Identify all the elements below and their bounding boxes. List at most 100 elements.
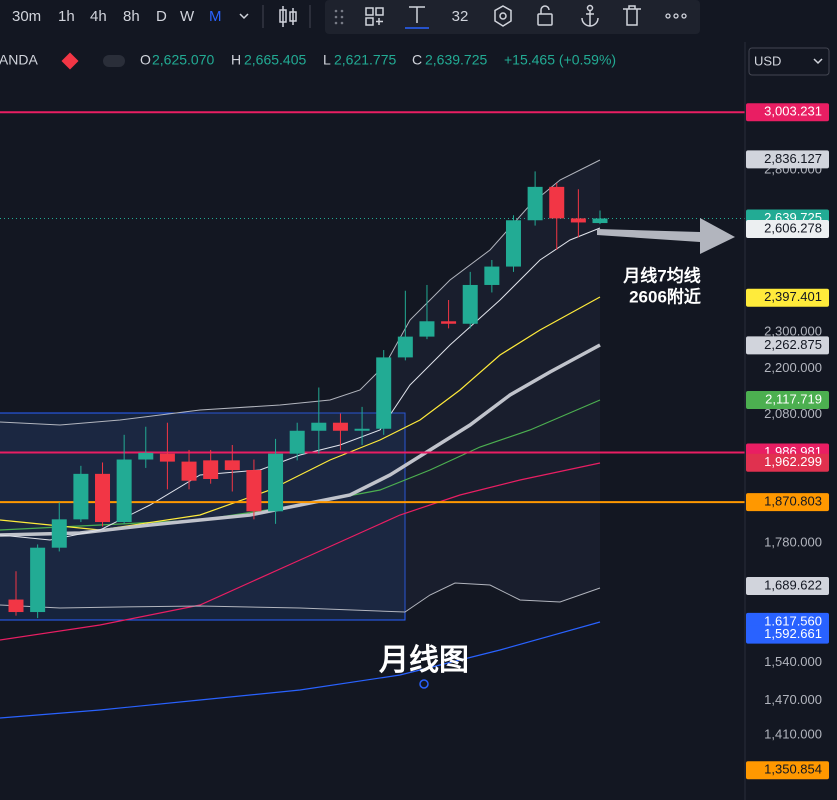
interval-dropdown[interactable] xyxy=(239,13,249,20)
ohlc-label: O xyxy=(140,52,151,68)
price-badge xyxy=(746,219,829,238)
price-badge xyxy=(746,453,829,472)
drag-handle[interactable] xyxy=(334,9,344,25)
interval[interactable]: M xyxy=(209,8,222,25)
tool-icons[interactable] xyxy=(365,4,641,29)
interval-bar: 30m 1h 4h 8h D W M xyxy=(12,8,222,25)
interval[interactable]: W xyxy=(180,8,195,25)
price-badge xyxy=(746,288,829,307)
eye-toggle[interactable] xyxy=(103,55,125,67)
candle-body xyxy=(570,218,586,223)
candle-body xyxy=(592,218,608,224)
interval[interactable]: D xyxy=(156,8,167,25)
candle-body xyxy=(376,357,392,429)
ma-blue xyxy=(0,621,601,719)
y-tick-label: 1,470.000 xyxy=(764,692,822,707)
price-badge xyxy=(746,761,829,780)
candle-body xyxy=(354,428,370,431)
ohlc-label: L xyxy=(323,52,331,68)
ohlc-value: 2,621.775 xyxy=(334,52,396,68)
candle-body xyxy=(95,473,111,523)
price-axis: 2,800.0002,300.0002,200.0002,080.0001,78… xyxy=(746,103,829,780)
band-upper xyxy=(0,159,601,426)
price-badge-label: 1,617.560 xyxy=(764,613,822,628)
ohlc-value: 2,625.070 xyxy=(152,52,214,68)
y-tick-label: 1,780.000 xyxy=(764,534,822,549)
candle-body xyxy=(527,186,543,221)
price-badge-label: 1,870.803 xyxy=(764,494,822,509)
arrow xyxy=(597,218,735,254)
price-badge-label: 2,262.875 xyxy=(764,337,822,352)
price-badge-label: 2,836.127 xyxy=(764,151,822,166)
drawing-toolbar xyxy=(325,0,700,34)
interval[interactable]: 8h xyxy=(123,8,140,25)
interval[interactable]: 30m xyxy=(12,8,41,25)
ma-yellow xyxy=(0,296,601,531)
ma-gray xyxy=(0,343,601,537)
candle-body xyxy=(8,599,24,613)
candle-body xyxy=(224,460,240,471)
change: +15.465 (+0.59%) xyxy=(504,52,616,68)
ma-green xyxy=(0,399,601,531)
chart-label: 月线图 xyxy=(379,644,469,677)
chart-type-icon[interactable] xyxy=(279,6,297,27)
price-badge-label: 2,397.401 xyxy=(764,289,822,304)
candle-body xyxy=(397,336,413,358)
candle-body xyxy=(441,321,457,324)
interval[interactable]: 4h xyxy=(90,8,107,25)
candle-body xyxy=(289,430,305,454)
y-tick-label: 2,300.000 xyxy=(764,323,822,338)
candle-body xyxy=(484,266,500,285)
interval[interactable]: 1h xyxy=(58,8,75,25)
more-icon[interactable] xyxy=(665,13,687,19)
price-badge-label: 1,689.622 xyxy=(764,577,822,592)
price-badge xyxy=(746,336,829,355)
price-badge-label: 3,003.231 xyxy=(764,104,822,119)
annotation: 月线7均线 xyxy=(622,265,700,285)
candles xyxy=(8,171,608,619)
price-badge xyxy=(746,390,829,409)
price-badge-label: 2,117.719 xyxy=(765,391,822,406)
y-tick-label: 1,540.000 xyxy=(764,654,822,669)
candle-body xyxy=(30,547,46,613)
ohlc-value: 2,665.405 xyxy=(244,52,306,68)
ma-red xyxy=(0,462,601,641)
price-badge xyxy=(746,576,829,595)
candle-body xyxy=(203,460,219,479)
candle-body xyxy=(73,473,89,520)
price-badge xyxy=(746,493,829,512)
currency-button[interactable] xyxy=(748,47,830,76)
price-badge-label: 1,350.854 xyxy=(764,762,822,777)
candle-body xyxy=(116,459,132,523)
annotation: 2606附近 xyxy=(629,286,701,306)
price-badge-label: 1,592.661 xyxy=(764,626,822,641)
range-box xyxy=(0,412,406,621)
price-badge-label: 2,606.278 xyxy=(764,220,822,235)
cursor-marker xyxy=(419,679,429,689)
legend: OANDA O 2,625.070 H 2,665.405 L 2,621.77… xyxy=(0,52,616,70)
candle-body xyxy=(138,452,154,460)
candle-body xyxy=(505,220,521,267)
band-fill xyxy=(0,160,600,612)
price-badge xyxy=(746,150,829,169)
candle-body xyxy=(246,470,262,512)
symbol: OANDA xyxy=(0,52,38,68)
band-lower xyxy=(0,582,601,613)
candle-body xyxy=(181,461,197,481)
flag-icon xyxy=(61,52,79,70)
candle-body xyxy=(311,422,327,431)
candle-body xyxy=(419,321,435,337)
candle-body xyxy=(462,284,478,324)
candle-body xyxy=(268,453,284,512)
candle-body xyxy=(51,519,67,548)
font-size[interactable]: 32 xyxy=(452,8,469,25)
price-badge-label: 1,962.299 xyxy=(764,454,822,469)
dropdown-icon xyxy=(813,58,823,65)
ohlc-value: 2,639.725 xyxy=(425,52,487,68)
candle-body xyxy=(159,453,175,462)
ohlc-label: C xyxy=(412,52,422,68)
y-tick-label: 1,410.000 xyxy=(764,726,822,741)
